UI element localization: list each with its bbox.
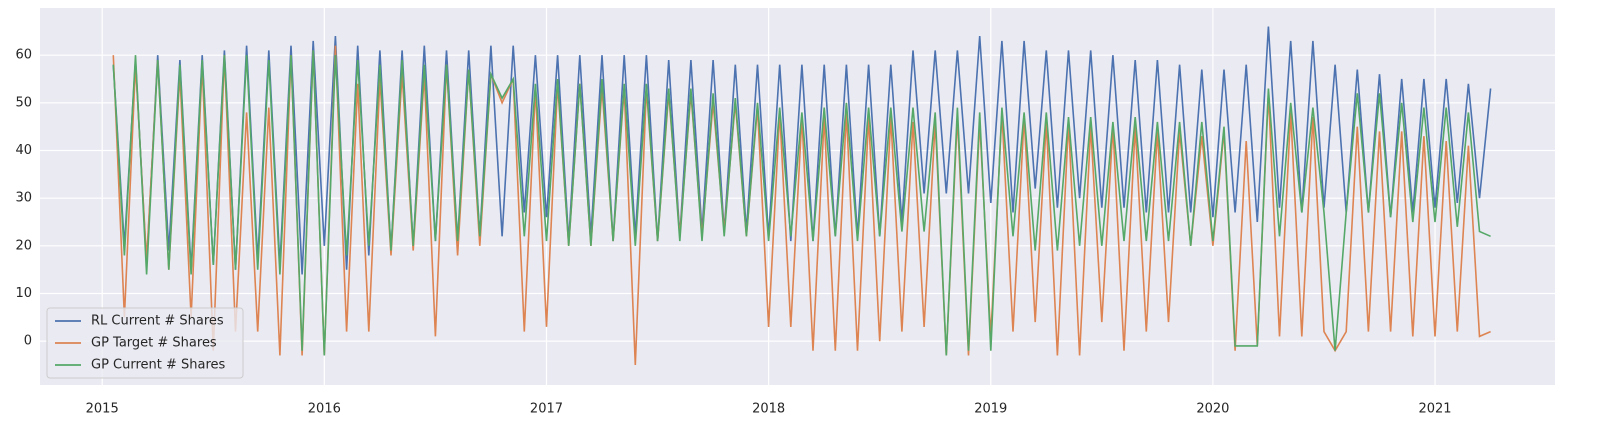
y-tick-label: 0	[24, 334, 32, 349]
y-tick-label: 30	[15, 191, 32, 206]
x-tick-label: 2017	[530, 402, 563, 417]
x-tick-label: 2018	[752, 402, 785, 417]
legend-label: GP Target # Shares	[91, 336, 217, 351]
y-tick-label: 50	[15, 95, 32, 110]
x-tick-label: 2020	[1196, 402, 1229, 417]
legend-label: RL Current # Shares	[91, 314, 224, 329]
legend: RL Current # Shares GP Target # Shares GP …	[46, 307, 244, 379]
y-tick-label: 10	[15, 286, 32, 301]
legend-label: GP Current # Shares	[91, 358, 226, 373]
series-line	[112, 50, 1491, 356]
x-tick-label: 2015	[86, 402, 119, 417]
legend-box	[46, 307, 244, 379]
x-tick-label: 2021	[1418, 402, 1451, 417]
y-tick-label: 40	[15, 143, 32, 158]
x-tick-label: 2019	[974, 402, 1007, 417]
y-tick-label: 20	[15, 238, 32, 253]
x-tick-label: 2016	[308, 402, 341, 417]
y-tick-label: 60	[15, 48, 32, 63]
